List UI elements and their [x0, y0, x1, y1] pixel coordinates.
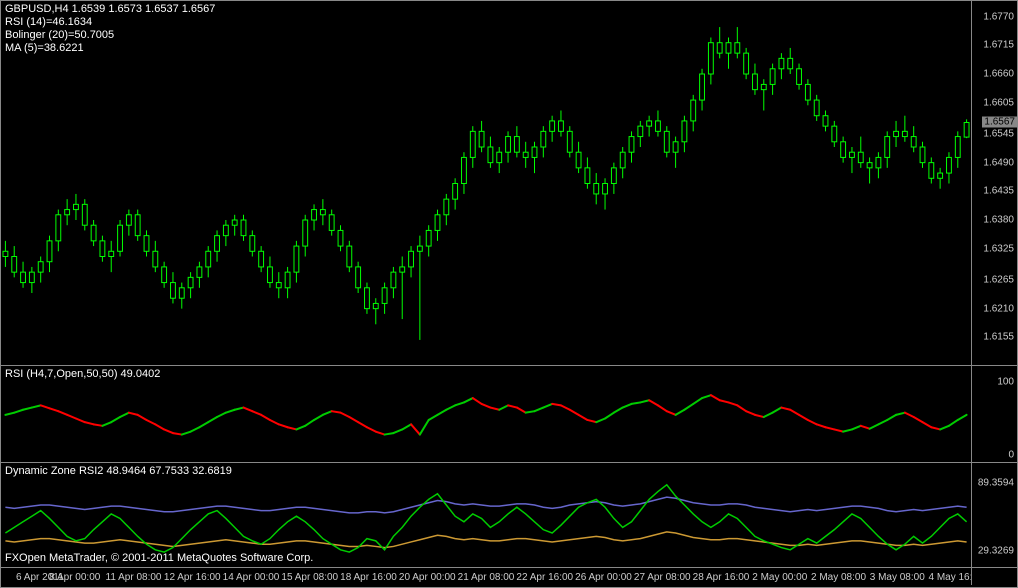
time-tick: 27 Apr 08:00: [634, 572, 691, 583]
bollinger-indicator-label: Bolinger (20)=50.7005: [5, 29, 114, 41]
current-price-tag: 1.6567: [982, 117, 1017, 128]
price-tick: 1.6605: [983, 97, 1014, 108]
symbol-ohlc: GBPUSD,H4 1.6539 1.6573 1.6537 1.6567: [5, 3, 215, 15]
price-tick: 1.6325: [983, 243, 1014, 254]
time-tick: 28 Apr 16:00: [693, 572, 750, 583]
time-tick: 21 Apr 08:00: [458, 572, 515, 583]
time-tick: 26 Apr 00:00: [575, 572, 632, 583]
rsi-chart: [1, 366, 971, 463]
copyright-text: FXOpen MetaTrader, © 2001-2011 MetaQuote…: [5, 552, 313, 564]
candlestick-chart: [1, 1, 971, 366]
price-tick: 1.6715: [983, 40, 1014, 51]
rsi-panel-label: RSI (H4,7,Open,50,50) 49.0402: [5, 368, 160, 380]
price-tick: 1.6660: [983, 69, 1014, 80]
price-tick: 1.6490: [983, 157, 1014, 168]
dz-tick: 89.3594: [978, 478, 1014, 489]
rsi-yaxis: 0 100: [971, 366, 1017, 462]
price-tick: 1.6265: [983, 274, 1014, 285]
time-tick: 15 Apr 08:00: [281, 572, 338, 583]
time-xaxis: 6 Apr 20118 Apr 00:0011 Apr 08:0012 Apr …: [1, 567, 1017, 585]
rsi-panel[interactable]: RSI (H4,7,Open,50,50) 49.0402 0 100: [1, 366, 1017, 463]
dz-yaxis: 29.3269 89.3594: [971, 463, 1017, 567]
time-tick: 8 Apr 00:00: [49, 572, 100, 583]
time-tick: 2 May 08:00: [811, 572, 866, 583]
price-tick: 1.6210: [983, 303, 1014, 314]
price-tick: 1.6545: [983, 128, 1014, 139]
time-tick: 11 Apr 08:00: [106, 572, 162, 583]
time-tick: 12 Apr 16:00: [164, 572, 221, 583]
time-tick: 2 May 00:00: [752, 572, 807, 583]
time-tick: 14 Apr 00:00: [223, 572, 280, 583]
price-yaxis: 1.6155 1.6210 1.6265 1.6325 1.6380 1.6435 1.64…: [971, 1, 1017, 365]
time-tick: 20 Apr 00:00: [399, 572, 456, 583]
rsi-tick: 100: [997, 377, 1014, 388]
trading-chart-container: GBPUSD,H4 1.6539 1.6573 1.6537 1.6567 RS…: [0, 0, 1018, 588]
price-tick: 1.6155: [983, 332, 1014, 343]
dz-panel-label: Dynamic Zone RSI2 48.9464 67.7533 32.681…: [5, 465, 232, 477]
price-panel[interactable]: GBPUSD,H4 1.6539 1.6573 1.6537 1.6567 RS…: [1, 1, 1017, 366]
price-tick: 1.6435: [983, 186, 1014, 197]
time-tick: 22 Apr 16:00: [516, 572, 573, 583]
dz-tick: 29.3269: [978, 545, 1014, 556]
dynamic-zone-panel[interactable]: Dynamic Zone RSI2 48.9464 67.7533 32.681…: [1, 463, 1017, 567]
time-tick: 3 May 08:00: [870, 572, 925, 583]
rsi-tick: 0: [1008, 450, 1014, 461]
rsi-indicator-label: RSI (14)=46.1634: [5, 16, 92, 28]
price-tick: 1.6380: [983, 215, 1014, 226]
ma-indicator-label: MA (5)=38.6221: [5, 42, 84, 54]
time-tick: 18 Apr 16:00: [340, 572, 397, 583]
price-tick: 1.6770: [983, 11, 1014, 22]
